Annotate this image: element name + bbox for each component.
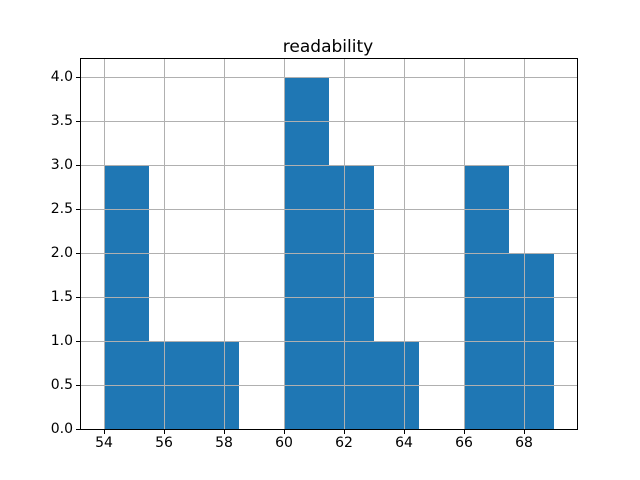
vertical-gridline — [464, 59, 465, 429]
y-tick-mark — [76, 253, 80, 254]
y-tick-label: 3.0 — [50, 157, 73, 173]
x-tick-label: 64 — [395, 435, 413, 451]
y-tick-label: 0.0 — [50, 421, 73, 437]
x-tick-mark — [524, 430, 525, 434]
y-tick-label: 2.0 — [50, 245, 73, 261]
y-tick-mark — [76, 209, 80, 210]
y-tick-label: 2.5 — [50, 201, 73, 217]
horizontal-gridline — [81, 77, 577, 78]
vertical-gridline — [164, 59, 165, 429]
x-tick-label: 58 — [215, 435, 233, 451]
x-tick-label: 62 — [335, 435, 353, 451]
y-tick-label: 3.5 — [50, 113, 73, 129]
vertical-gridline — [284, 59, 285, 429]
y-tick-mark — [76, 77, 80, 78]
y-tick-mark — [76, 385, 80, 386]
x-tick-mark — [104, 430, 105, 434]
x-tick-label: 68 — [515, 435, 533, 451]
vertical-gridline — [404, 59, 405, 429]
x-tick-label: 56 — [155, 435, 173, 451]
y-tick-mark — [76, 121, 80, 122]
x-tick-label: 54 — [95, 435, 113, 451]
vertical-gridline — [524, 59, 525, 429]
horizontal-gridline — [81, 341, 577, 342]
x-tick-mark — [344, 430, 345, 434]
horizontal-gridline — [81, 385, 577, 386]
x-tick-mark — [404, 430, 405, 434]
x-tick-mark — [464, 430, 465, 434]
vertical-gridline — [104, 59, 105, 429]
x-tick-label: 60 — [275, 435, 293, 451]
y-tick-label: 1.0 — [50, 333, 73, 349]
vertical-gridline — [224, 59, 225, 429]
y-tick-label: 0.5 — [50, 377, 73, 393]
horizontal-gridline — [81, 209, 577, 210]
horizontal-gridline — [81, 121, 577, 122]
y-tick-mark — [76, 165, 80, 166]
x-tick-mark — [284, 430, 285, 434]
chart-title: readability — [282, 37, 374, 57]
y-tick-mark — [76, 341, 80, 342]
y-tick-label: 1.5 — [50, 289, 73, 305]
y-tick-mark — [76, 429, 80, 430]
x-tick-mark — [164, 430, 165, 434]
x-tick-label: 66 — [455, 435, 473, 451]
horizontal-gridline — [81, 253, 577, 254]
vertical-gridline — [344, 59, 345, 429]
y-tick-label: 4.0 — [50, 69, 73, 85]
horizontal-gridline — [81, 165, 577, 166]
y-tick-mark — [76, 297, 80, 298]
x-tick-mark — [224, 430, 225, 434]
plot-area — [80, 58, 578, 430]
horizontal-gridline — [81, 297, 577, 298]
gridlines-layer — [81, 59, 577, 429]
